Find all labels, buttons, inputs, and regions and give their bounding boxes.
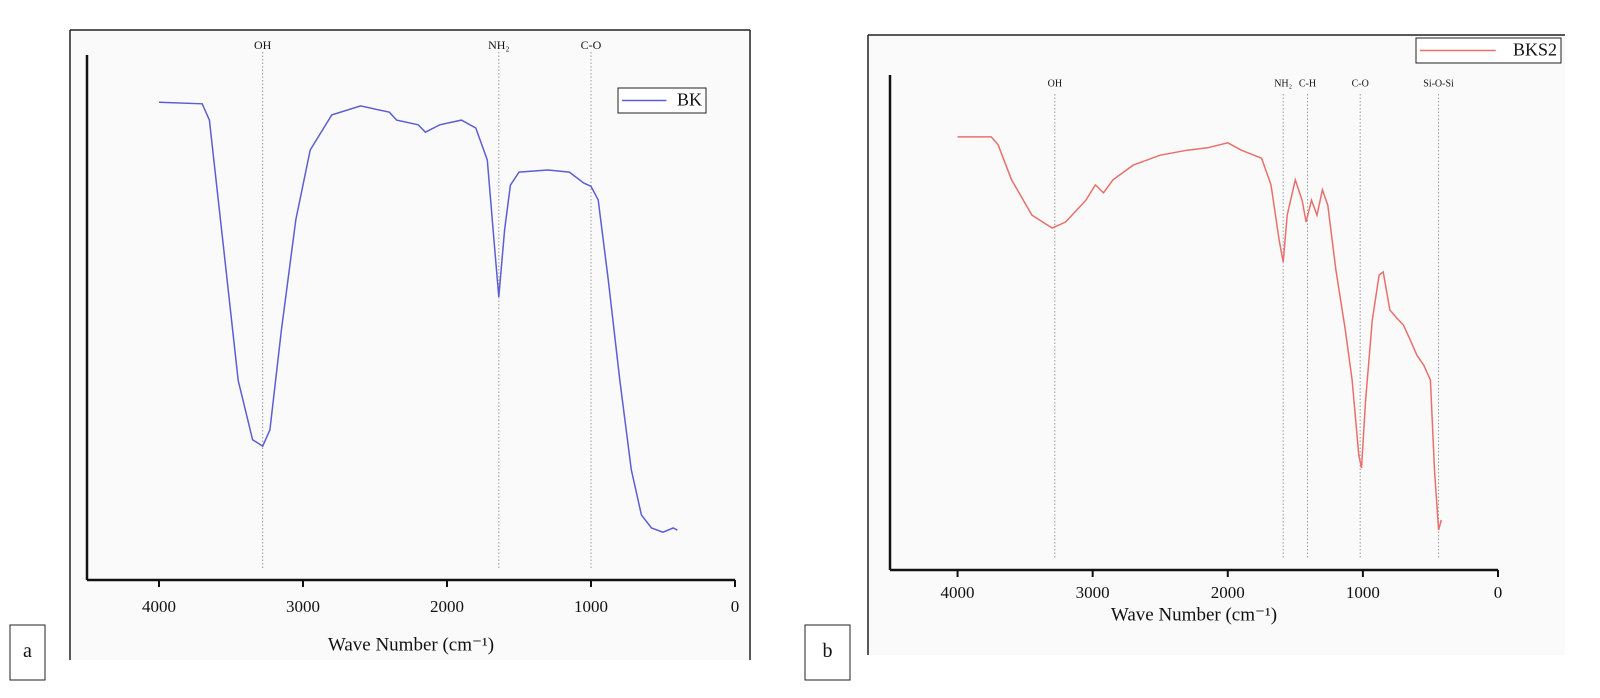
annotation-label: C-H [1299,78,1316,89]
annotation-label: C-O [1352,78,1369,89]
x-tick-label: 3000 [286,597,320,616]
x-tick-label: 2000 [1211,583,1245,602]
annotation-label: NH₂ [1274,78,1292,89]
x-tick-label: 0 [1494,583,1503,602]
x-tick-label: 4000 [142,597,176,616]
x-tick-label: 3000 [1076,583,1110,602]
plot-background [868,35,1565,655]
x-tick-label: 1000 [574,597,608,616]
x-tick-label: 4000 [941,583,975,602]
annotation-label: OH [254,38,272,52]
annotation-label: OH [1048,78,1062,89]
panel-label: a [23,640,32,662]
x-tick-label: 2000 [430,597,464,616]
legend-label: BK [677,90,702,110]
x-tick-label: 1000 [1346,583,1380,602]
spectrum-line [158,101,678,534]
panel-label: b [823,640,833,662]
legend-label: BKS2 [1513,40,1557,60]
plot-background [70,30,750,660]
panel-label-box [9,624,46,681]
annotation-label: NH₂ [488,38,510,52]
x-tick-label: 0 [731,597,740,616]
x-axis-title: Wave Number (cm⁻¹) [1111,604,1277,625]
annotation-label: C-O [581,38,602,52]
annotation-label: Si-O-Si [1423,78,1454,89]
spectrum-line [957,136,1443,531]
x-axis-title: Wave Number (cm⁻¹) [328,634,494,655]
panel-label-box [804,624,851,681]
